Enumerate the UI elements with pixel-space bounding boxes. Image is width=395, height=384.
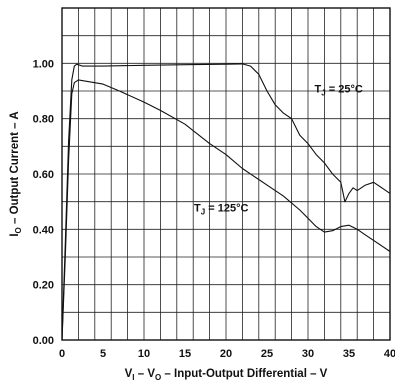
x-tick-label: 5: [100, 348, 106, 360]
plot-frame: [61, 7, 391, 341]
x-tick-label: 15: [179, 348, 191, 360]
x-tick-label: 20: [220, 348, 232, 360]
series-layer: [61, 63, 391, 341]
y-tick-label: 1.00: [33, 58, 54, 70]
y-tick-label: 0.40: [33, 224, 54, 236]
y-tick-label: 0.00: [33, 335, 54, 347]
x-tick-label: 30: [302, 348, 314, 360]
tick-labels: 0 5 10 15 20 25 30 35 40 0.00 0.20 0.40 0.60 0.80 1.00: [33, 58, 395, 360]
y-axis-title: IO – Output Current – A: [9, 111, 23, 236]
series-label-25c: TJ = 25°C: [315, 83, 363, 97]
x-tick-label: 35: [343, 348, 355, 360]
x-tick-label: 10: [138, 348, 150, 360]
x-tick-label: 0: [59, 348, 65, 360]
x-tick-label: 40: [384, 348, 395, 360]
series-line-25c: [61, 63, 391, 341]
series-line-125c: [61, 79, 391, 341]
y-tick-label: 0.60: [33, 169, 54, 181]
series-label-125c: TJ = 125°C: [194, 202, 248, 216]
grid: [62, 8, 390, 340]
x-axis-title: VI – VO – Input-Output Differential – V: [125, 368, 328, 382]
y-tick-label: 0.80: [33, 114, 54, 126]
x-tick-label: 25: [261, 348, 273, 360]
y-tick-label: 0.20: [33, 280, 54, 292]
